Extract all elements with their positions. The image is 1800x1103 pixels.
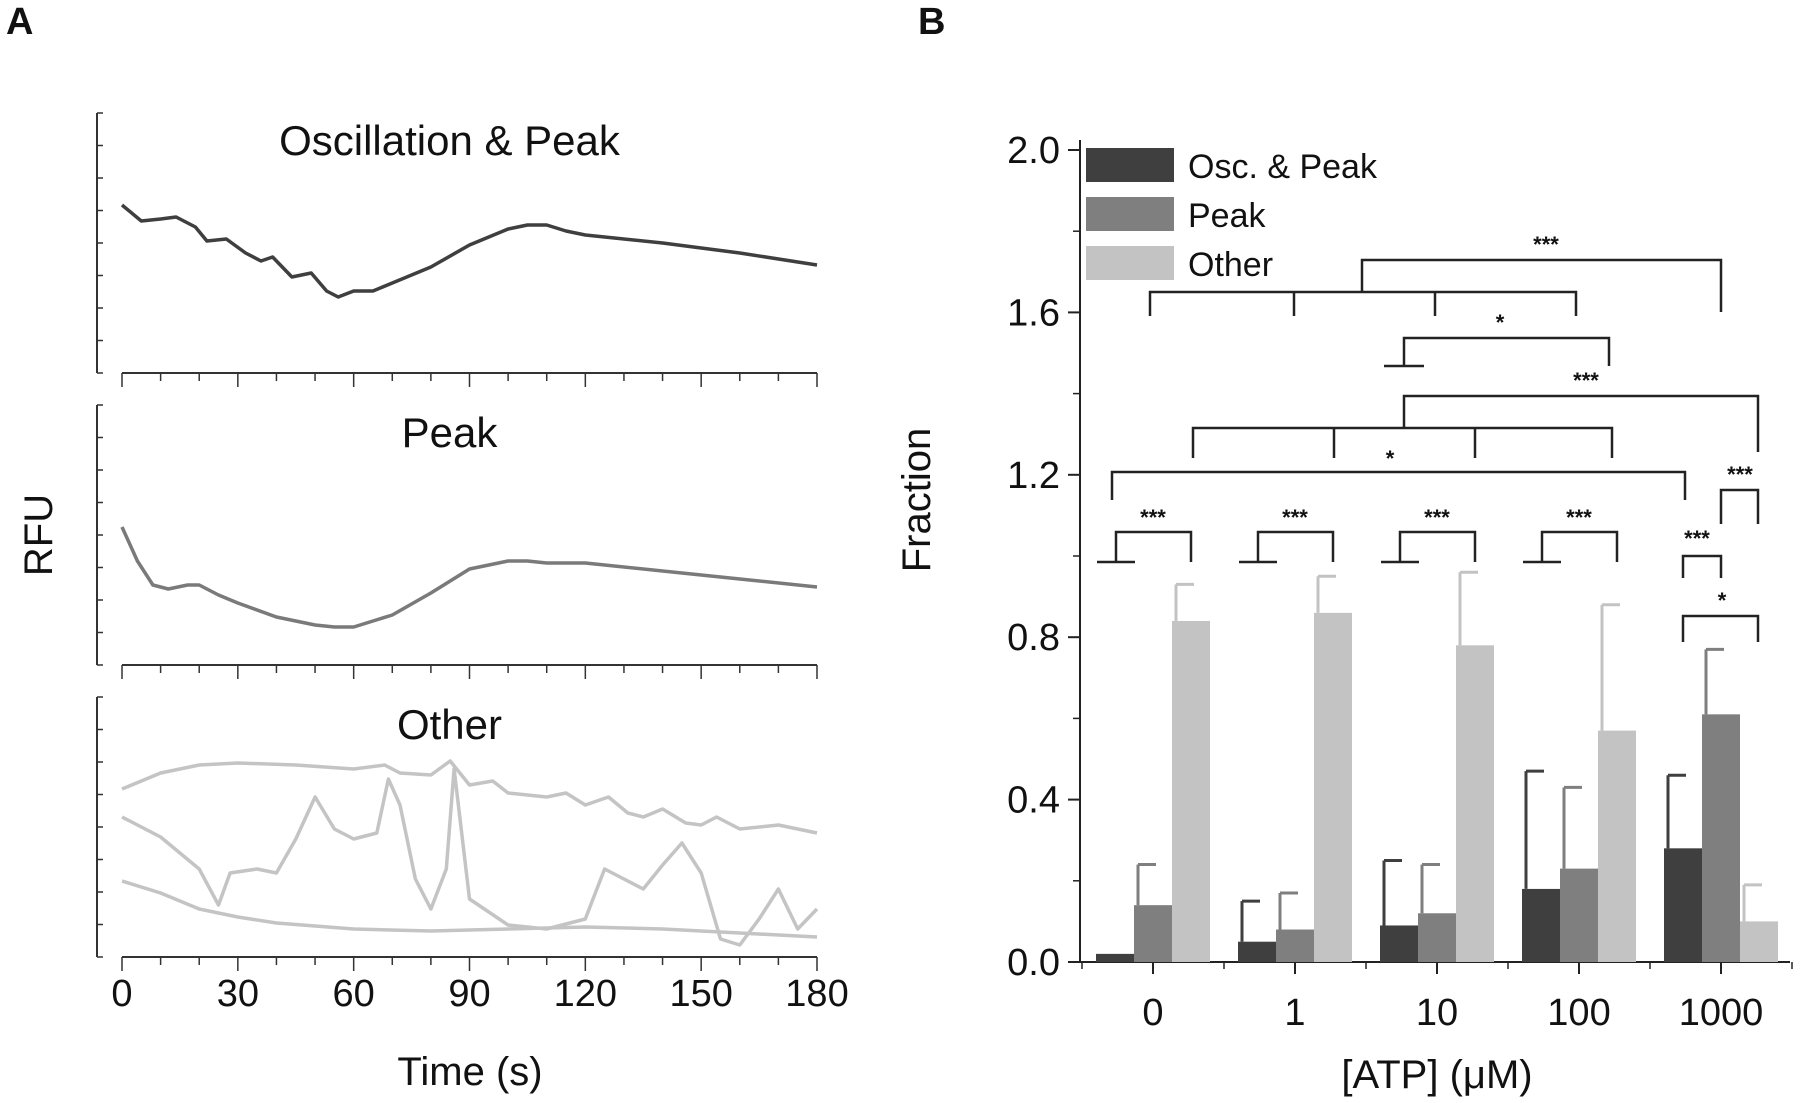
- fraction-tick-label-2: 0.8: [1007, 617, 1060, 659]
- bracket-within-1: [1239, 530, 1335, 564]
- bar-2-2: [1456, 645, 1494, 962]
- legend-swatch-1: [1086, 197, 1174, 231]
- legend-swatch-0: [1086, 148, 1174, 182]
- bracket-group-label-1: *: [1496, 310, 1505, 335]
- panel-b-bar-chart: 0.0 0.4 0.8 1.2 1.6 2.0 0 1 10 100 1000 [ATP] (μM) F…: [895, 130, 1793, 1097]
- atp-tick-label-4: 1000: [1679, 992, 1764, 1034]
- time-tick-label-30: 30: [217, 973, 259, 1015]
- trace-line-2-0: [121, 759, 818, 835]
- legend-swatch-2: [1086, 246, 1174, 280]
- trace-line-2-1: [121, 767, 819, 947]
- bar-0-2: [1380, 925, 1418, 962]
- trace-line-1-0: [120, 526, 818, 629]
- time-tick-label-90: 90: [448, 973, 490, 1015]
- panel-label-a: A: [6, 1, 33, 43]
- bracket-group-label-0: ***: [1533, 232, 1559, 257]
- bar-1-3: [1560, 868, 1598, 962]
- bar-0-3: [1522, 888, 1560, 962]
- time-axis-title: Time (s): [397, 1050, 542, 1094]
- atp-tick-label-3: 100: [1547, 992, 1610, 1034]
- bracket-within-label-1: ***: [1282, 505, 1308, 530]
- trace-line-0-0: [120, 203, 818, 299]
- rfu-axis-title: RFU: [17, 494, 61, 576]
- time-tick-label-120: 120: [554, 973, 617, 1015]
- bracket-group-label-2: ***: [1573, 368, 1599, 393]
- bracket-within-4: [1719, 488, 1760, 524]
- legend-label-2: Other: [1188, 246, 1273, 284]
- legend-label-0: Osc. & Peak: [1188, 148, 1378, 186]
- fraction-tick-label-1: 0.4: [1007, 780, 1060, 822]
- atp-tick-label-1: 1: [1284, 992, 1305, 1034]
- fraction-axis-title: Fraction: [895, 428, 939, 573]
- bracket-group-label-3: *: [1386, 446, 1395, 471]
- bracket-within-3: [1523, 530, 1619, 564]
- bracket-within-6: [1681, 614, 1760, 642]
- bracket-within-label-2: ***: [1424, 505, 1450, 530]
- legend-label-1: Peak: [1188, 197, 1266, 235]
- bracket-within-label-4: ***: [1727, 462, 1753, 487]
- bracket-group-0: [1148, 258, 1723, 316]
- bar-1-2: [1418, 913, 1456, 962]
- bar-0-0: [1096, 953, 1134, 962]
- bar-2-1: [1314, 612, 1352, 962]
- fraction-tick-label-4: 1.6: [1007, 292, 1060, 334]
- time-tick-label-0: 0: [111, 973, 132, 1015]
- atp-tick-label-2: 10: [1416, 992, 1458, 1034]
- bracket-within-label-6: *: [1718, 588, 1727, 613]
- bracket-within-5: [1681, 554, 1723, 578]
- panel-a-traces: Oscillation & Peak Peak Other 0 30 60 90 120 150…: [17, 112, 849, 1094]
- bracket-group-3: [1110, 470, 1687, 500]
- trace-line-2-2: [121, 879, 818, 939]
- bar-0-1: [1238, 941, 1276, 962]
- bar-2-4: [1740, 921, 1778, 962]
- bar-1-4: [1702, 714, 1740, 962]
- bracket-within-0: [1097, 530, 1193, 564]
- fraction-tick-label-5: 2.0: [1007, 130, 1060, 172]
- time-tick-label-180: 180: [785, 973, 848, 1015]
- fraction-tick-label-3: 1.2: [1007, 455, 1060, 497]
- atp-axis-title: [ATP] (μM): [1341, 1053, 1532, 1097]
- time-tick-label-60: 60: [333, 973, 375, 1015]
- trace-title-0: Oscillation & Peak: [279, 117, 621, 164]
- panel-label-b: B: [918, 1, 945, 43]
- bracket-within-2: [1381, 530, 1477, 564]
- bar-1-0: [1134, 905, 1172, 962]
- bar-1-1: [1276, 929, 1314, 962]
- trace-title-2: Other: [397, 701, 502, 748]
- bar-2-3: [1598, 730, 1636, 962]
- bar-0-4: [1664, 848, 1702, 962]
- fraction-tick-label-0: 0.0: [1007, 942, 1060, 984]
- bracket-group-1: [1384, 336, 1611, 368]
- time-tick-label-150: 150: [669, 973, 732, 1015]
- bar-2-0: [1172, 620, 1210, 962]
- atp-tick-label-0: 0: [1142, 992, 1163, 1034]
- bracket-within-label-5: ***: [1684, 526, 1710, 551]
- bracket-within-label-3: ***: [1566, 505, 1592, 530]
- trace-title-1: Peak: [402, 409, 499, 456]
- bracket-group-2: [1191, 394, 1760, 458]
- bracket-within-label-0: ***: [1140, 505, 1166, 530]
